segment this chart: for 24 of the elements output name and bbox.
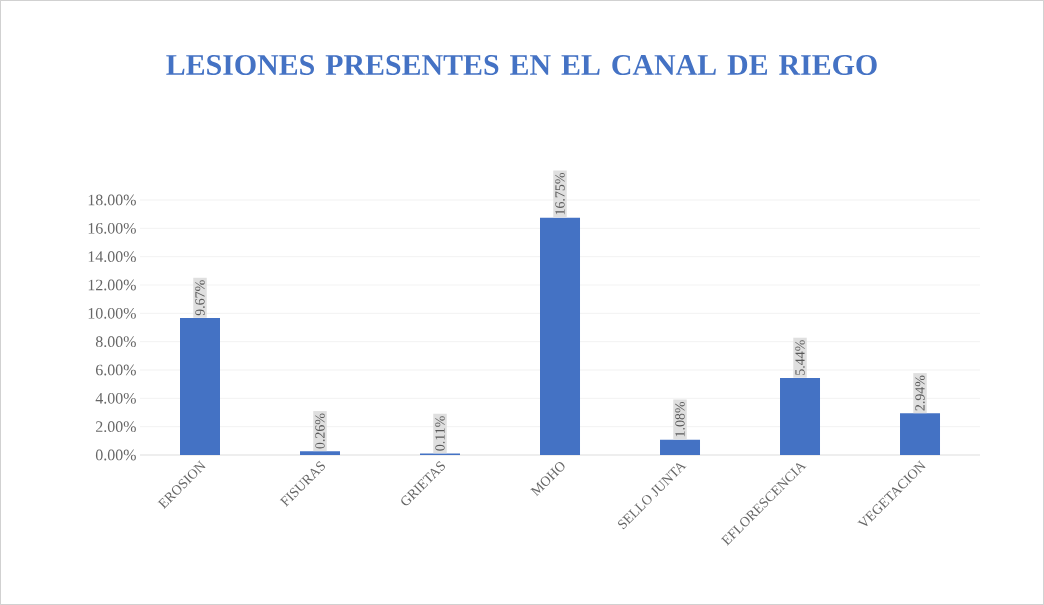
- bar: [300, 451, 340, 455]
- chart-title: LESIONES PRESENTES EN EL CANAL DE RIEGO: [166, 54, 877, 76]
- data-label: 16.75%: [555, 172, 565, 215]
- y-tick-label: 14.00%: [88, 251, 136, 263]
- bar: [900, 413, 941, 455]
- data-label: 5.44%: [795, 340, 805, 375]
- data-label: 1.08%: [675, 401, 685, 437]
- bar: [180, 318, 220, 455]
- bar: [780, 377, 821, 455]
- y-tick-label: 0.00%: [95, 449, 136, 461]
- y-tick-label: 16.00%: [88, 222, 136, 234]
- y-tick-label: 12.00%: [88, 279, 136, 291]
- bar: [540, 217, 581, 455]
- data-label: 2.94%: [915, 375, 925, 411]
- data-label: 0.26%: [315, 413, 325, 449]
- y-tick-label: 8.00%: [95, 336, 136, 348]
- y-tick-label: 18.00%: [88, 194, 136, 206]
- y-tick-label: 10.00%: [88, 307, 136, 319]
- y-tick-label: 6.00%: [95, 364, 136, 376]
- y-tick-label: 4.00%: [95, 392, 136, 404]
- y-tick-label: 2.00%: [96, 421, 136, 433]
- bar: [660, 439, 701, 455]
- data-label: 9.67%: [195, 280, 205, 316]
- data-label: 0.11%: [435, 416, 445, 451]
